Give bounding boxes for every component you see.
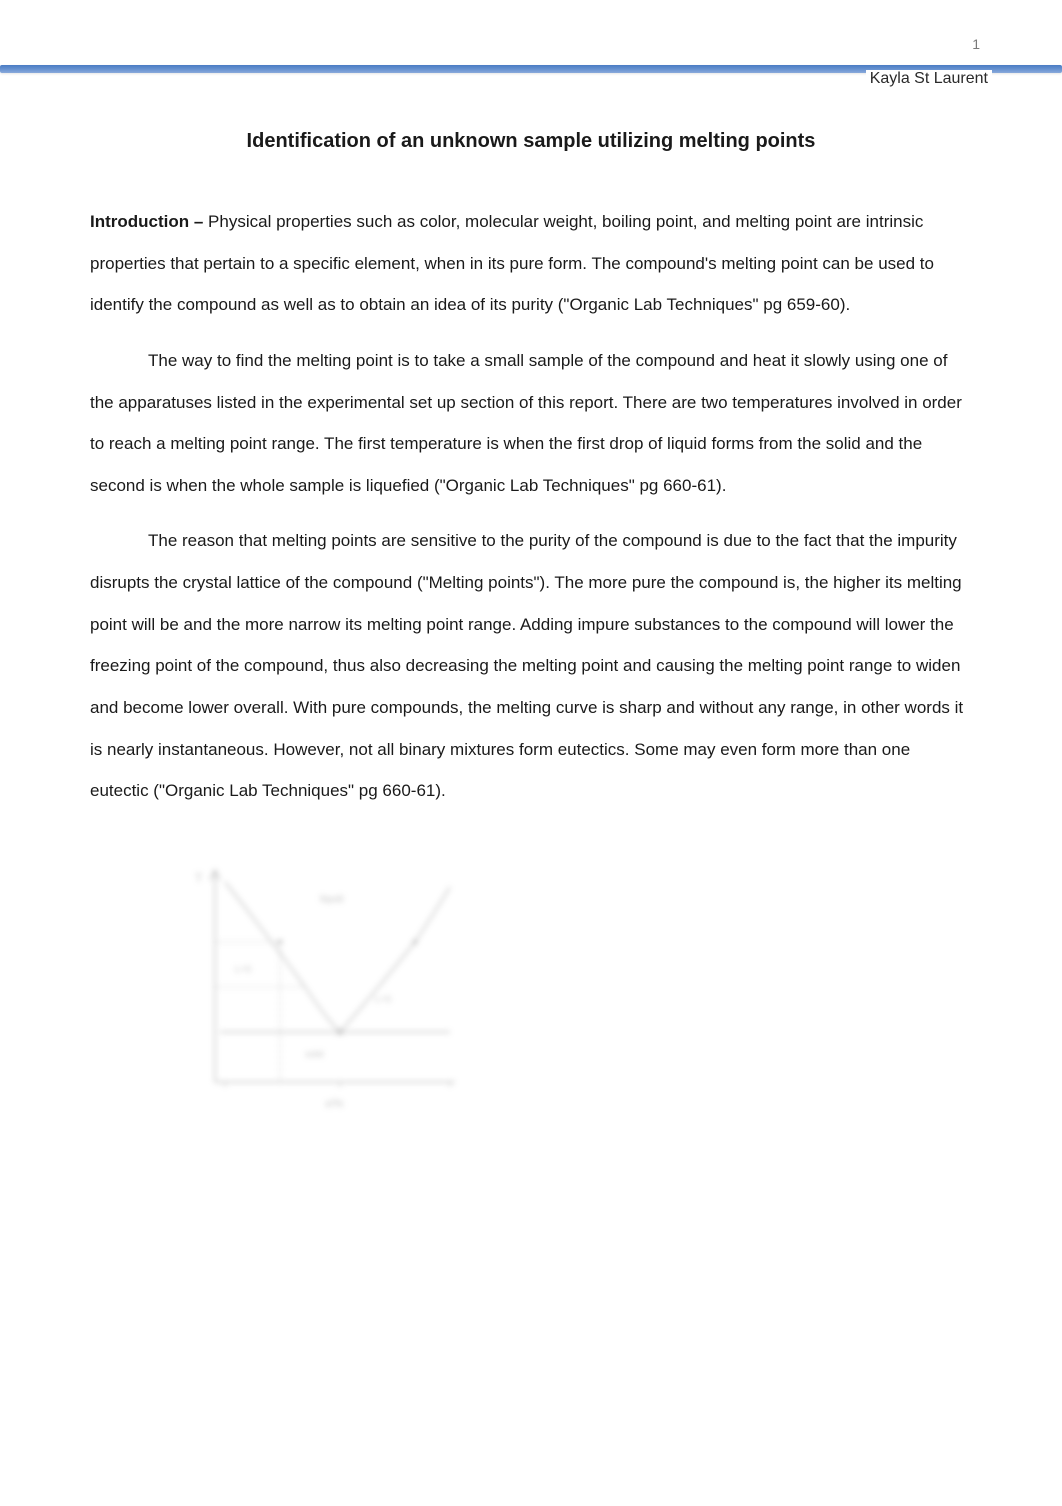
intro-paragraph: Introduction – Physical properties such … <box>90 201 972 326</box>
body-text: Introduction – Physical properties such … <box>90 201 972 1132</box>
svg-text:solid: solid <box>305 1049 324 1059</box>
svg-text:liquid: liquid <box>320 894 343 905</box>
author-name: Kayla St Laurent <box>866 70 992 88</box>
document-content: Identification of an unknown sample util… <box>90 130 972 1132</box>
svg-text:L+S: L+S <box>375 994 391 1004</box>
phase-diagram-figure: T x/% liquid L+S L+S solid <box>165 842 485 1132</box>
document-title: Identification of an unknown sample util… <box>90 130 972 153</box>
svg-text:x/%: x/% <box>325 1098 344 1110</box>
intro-text: Physical properties such as color, molec… <box>90 212 934 314</box>
page-number: 1 <box>972 36 980 52</box>
intro-label: Introduction – <box>90 212 208 231</box>
body-paragraph-1: The way to find the melting point is to … <box>90 340 972 507</box>
body-paragraph-2: The reason that melting points are sensi… <box>90 520 972 811</box>
svg-text:T: T <box>195 871 203 885</box>
document-page: 1 Kayla St Laurent Identification of an … <box>0 0 1062 1506</box>
svg-text:L+S: L+S <box>235 964 251 974</box>
phase-diagram-svg: T x/% liquid L+S L+S solid <box>165 842 485 1132</box>
